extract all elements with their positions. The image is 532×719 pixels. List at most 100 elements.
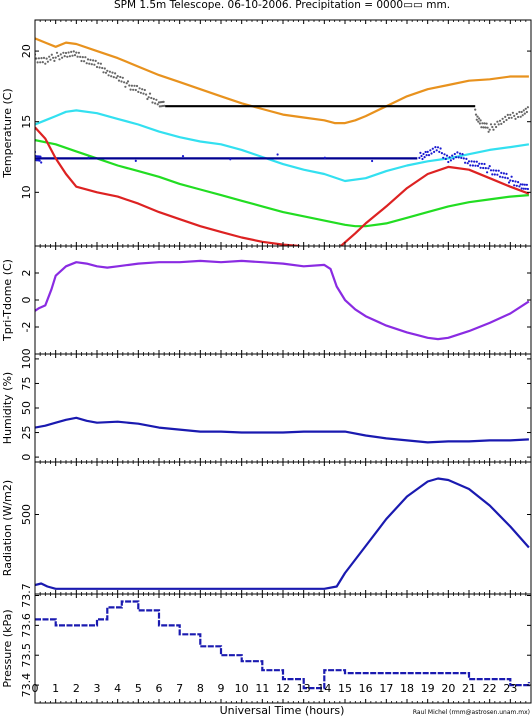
data-point xyxy=(124,85,127,88)
data-point xyxy=(423,156,426,159)
data-point xyxy=(496,173,499,176)
x-tick-label: 13 xyxy=(297,682,311,695)
data-point xyxy=(448,156,451,159)
data-point xyxy=(145,93,148,96)
data-point xyxy=(89,58,92,62)
data-point xyxy=(515,184,518,187)
data-point xyxy=(436,146,440,149)
x-tick-label: 22 xyxy=(483,682,497,695)
data-point xyxy=(473,160,476,163)
data-point xyxy=(88,62,91,65)
data-point xyxy=(83,60,86,63)
series-group xyxy=(35,477,530,590)
data-point xyxy=(447,160,450,164)
data-point xyxy=(482,166,485,170)
x-tick-label: 5 xyxy=(135,682,142,695)
x-tick-label: 0 xyxy=(32,682,39,695)
x-axis-label: Universal Time (hours) xyxy=(220,704,345,717)
data-point xyxy=(517,115,520,119)
y-axis-label: Tpri-Tdome (C) xyxy=(1,259,14,342)
data-point xyxy=(442,156,445,159)
data-point xyxy=(467,160,471,163)
data-point xyxy=(52,56,55,59)
data-point xyxy=(444,157,447,161)
x-tick-label: 17 xyxy=(379,682,393,695)
humidity-series-0 xyxy=(35,416,529,444)
data-point xyxy=(520,110,523,114)
data-point xyxy=(79,55,82,59)
data-point xyxy=(519,183,522,186)
data-point xyxy=(155,98,158,101)
data-point xyxy=(522,187,525,190)
panel-tpri-tdome: -2 0 2 Tpri-Tdome (C) xyxy=(1,245,532,355)
data-point xyxy=(480,126,483,129)
data-point xyxy=(491,173,494,176)
data-point xyxy=(465,157,468,160)
data-point xyxy=(521,183,524,186)
data-point xyxy=(53,59,56,63)
data-point xyxy=(135,84,139,88)
data-point xyxy=(119,75,122,79)
data-point xyxy=(130,84,133,87)
data-point xyxy=(40,57,43,60)
data-point xyxy=(515,112,518,115)
data-point xyxy=(518,110,521,114)
data-point xyxy=(37,57,41,60)
radiation-series-0 xyxy=(35,477,530,590)
x-tick-label: 4 xyxy=(114,682,121,695)
data-point xyxy=(71,54,74,57)
tpri-tdome-series-0 xyxy=(35,259,530,341)
x-tick-label: 16 xyxy=(359,682,373,695)
data-point xyxy=(498,119,502,122)
series-group xyxy=(35,37,530,246)
data-point xyxy=(482,126,485,129)
data-point xyxy=(419,151,422,154)
temperature-series-1 xyxy=(35,50,166,108)
x-tick-label: 23 xyxy=(503,682,517,695)
data-point xyxy=(489,169,493,172)
panel-temperature: 10 15 20 Temperature (C) xyxy=(1,19,532,247)
x-minor-ticks xyxy=(34,462,527,594)
data-point xyxy=(443,153,446,156)
data-point xyxy=(495,125,498,129)
data-point xyxy=(486,126,489,129)
data-point xyxy=(76,55,79,58)
data-point xyxy=(276,153,279,156)
y-axis-label: Temperature (C) xyxy=(1,88,14,178)
data-point xyxy=(129,88,132,91)
data-point xyxy=(117,79,121,82)
data-point xyxy=(63,55,66,58)
x-tick-label: 18 xyxy=(400,682,414,695)
data-point xyxy=(133,84,136,87)
y-tick-label: 20 xyxy=(20,44,33,58)
data-point xyxy=(464,161,467,164)
data-point xyxy=(123,81,126,84)
y-tick-label: 0 xyxy=(20,297,33,304)
data-point xyxy=(445,154,449,157)
data-point xyxy=(134,159,137,162)
data-point xyxy=(458,152,462,155)
data-point xyxy=(500,122,503,125)
panel-humidity: 0 25 50 75 100 Humidity (%) xyxy=(1,348,532,463)
data-point xyxy=(42,56,46,60)
panel-frame xyxy=(34,461,532,595)
data-point xyxy=(323,156,326,159)
series-group xyxy=(35,259,530,341)
data-point xyxy=(525,183,529,186)
temperature-series-0 xyxy=(35,37,529,125)
y-tick-label: 0 xyxy=(20,454,33,461)
data-point xyxy=(422,152,425,156)
data-point xyxy=(487,130,490,133)
y-tick-label: 100 xyxy=(20,348,33,369)
data-point xyxy=(511,179,514,183)
data-point xyxy=(466,162,469,165)
data-point xyxy=(92,59,95,62)
temperature-series-4 xyxy=(35,109,530,183)
data-point xyxy=(435,149,438,152)
data-point xyxy=(487,167,490,170)
data-point xyxy=(491,125,494,129)
x-tick-label: 14 xyxy=(317,682,331,695)
data-point xyxy=(483,122,486,125)
data-point xyxy=(425,154,428,157)
data-point xyxy=(504,115,507,118)
